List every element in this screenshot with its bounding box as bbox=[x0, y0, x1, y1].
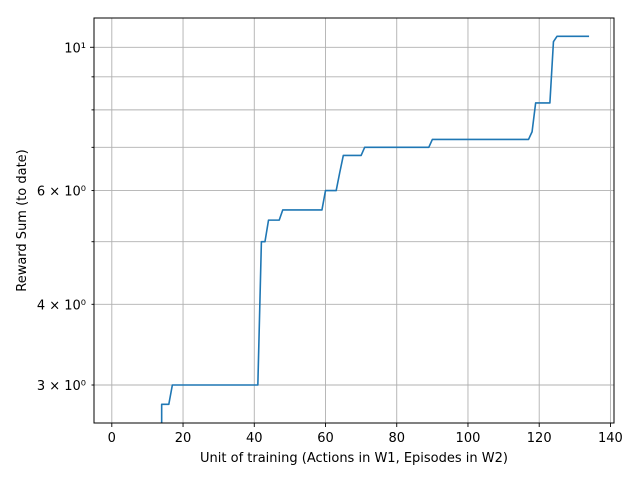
y-minor-tick-label: 3 × 10⁰ bbox=[37, 379, 86, 394]
y-major-tick-label: 10¹ bbox=[64, 41, 86, 56]
axes-frame bbox=[93, 17, 615, 424]
x-tick-label: 100 bbox=[456, 431, 481, 446]
x-axis-label: Unit of training (Actions in W1, Episode… bbox=[200, 451, 508, 466]
x-tick-label: 80 bbox=[388, 431, 405, 446]
plot-area bbox=[160, 35, 590, 423]
y-axis: 10¹ 3 × 10⁰ 4 × 10⁰ 6 × 10⁰ bbox=[37, 41, 94, 394]
y-minor-tick-label: 6 × 10⁰ bbox=[37, 185, 86, 200]
grid-lines bbox=[94, 18, 614, 423]
x-tick-label: 60 bbox=[317, 431, 334, 446]
x-tick-label: 0 bbox=[108, 431, 116, 446]
y-minor-tick-label: 4 × 10⁰ bbox=[37, 298, 86, 313]
reward-sum-series-line bbox=[160, 35, 590, 423]
x-tick-label: 140 bbox=[598, 431, 623, 446]
x-tick-label: 40 bbox=[246, 431, 263, 446]
y-axis-label: Reward Sum (to date) bbox=[15, 149, 30, 291]
x-axis: 0 20 40 60 80 100 120 140 bbox=[108, 423, 623, 446]
x-tick-label: 20 bbox=[175, 431, 192, 446]
x-tick-label: 120 bbox=[527, 431, 552, 446]
